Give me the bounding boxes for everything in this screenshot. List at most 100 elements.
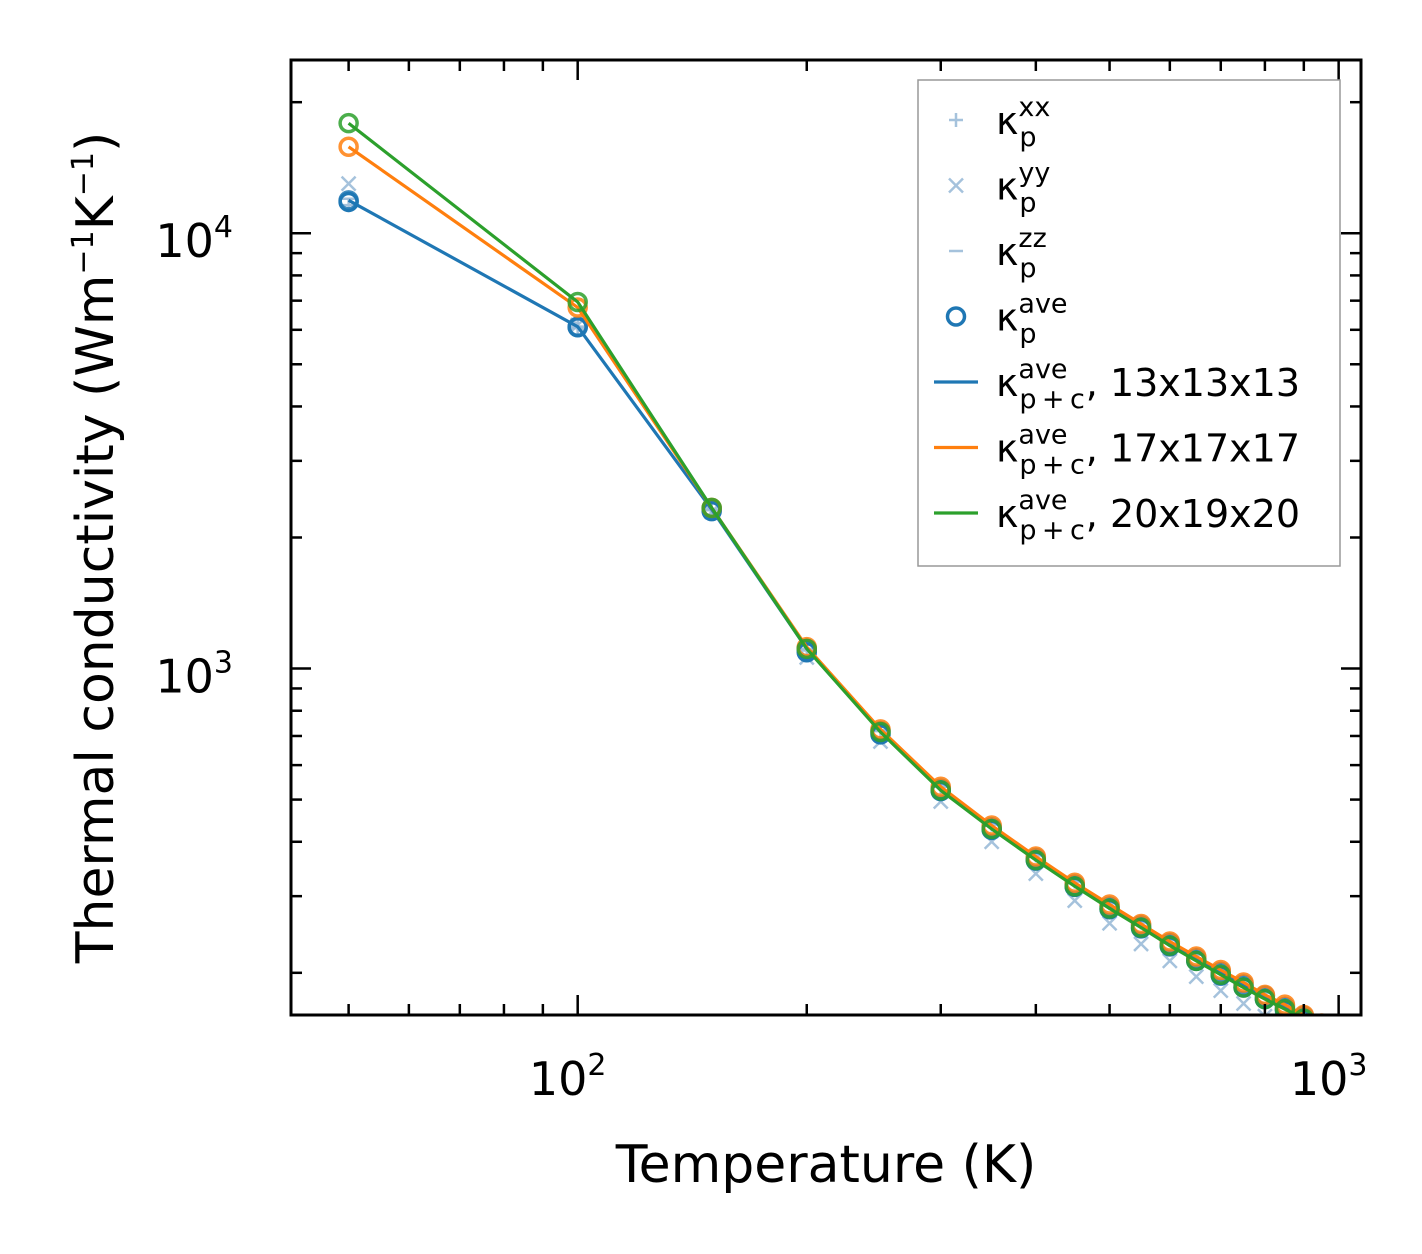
point-kpc_20-1000 xyxy=(1330,1026,1347,1043)
y-tick-label-base: 10 xyxy=(155,214,214,268)
y-tick-label-base: 10 xyxy=(155,650,214,704)
point-kp_yy-850 xyxy=(1278,1020,1292,1034)
legend-suffix: , 17x17x17 xyxy=(1086,427,1300,471)
series-line-kpc_20 xyxy=(347,121,1301,1015)
point-kpc_20-100 xyxy=(567,291,588,313)
point-kpc_20-700 xyxy=(1210,964,1232,985)
x-tick-label-base: 10 xyxy=(529,1052,588,1106)
point-kpc_13-100 xyxy=(567,316,588,337)
point-kp_yy-650 xyxy=(1188,968,1205,985)
point-kpc_20-750 xyxy=(1233,977,1254,998)
x-tick-label-1000: 103 xyxy=(1290,1048,1368,1106)
legend-sup: zz xyxy=(1018,223,1046,254)
x-tick-label-exp: 2 xyxy=(587,1048,606,1083)
y-axis-label: Thermal conductivity (Wm−1K−1) xyxy=(66,132,126,965)
legend-sup: xx xyxy=(1018,92,1050,123)
legend-box xyxy=(917,79,1341,567)
legend-sup: yy xyxy=(1018,158,1050,189)
point-kpc_20-950 xyxy=(1313,1019,1330,1036)
plot-layer xyxy=(338,112,1347,1053)
legend-sub: p xyxy=(1019,188,1036,219)
legend-kappa: κ xyxy=(996,99,1018,143)
point-kp_yy-900 xyxy=(1297,1031,1311,1045)
y-axis-label-sup1: −1 xyxy=(66,230,101,274)
legend-sup: ave xyxy=(1018,485,1067,516)
x-tick-label-exp: 3 xyxy=(1348,1048,1367,1083)
point-kp_yy-600 xyxy=(1161,953,1178,969)
y-axis-label-mid: K xyxy=(66,194,126,230)
legend-handle-kp_xx xyxy=(949,113,963,127)
point-kpc_13-950 xyxy=(1318,1014,1326,1015)
y-tick-label-10000: 104 xyxy=(155,210,233,268)
point-kpc_20-250 xyxy=(870,721,891,743)
point-kpc_20-150 xyxy=(701,497,722,519)
point-kpc_20-200 xyxy=(796,638,818,660)
point-kpc_13-1000 xyxy=(1330,1024,1347,1041)
point-kp_yy-500 xyxy=(1101,915,1118,932)
legend-label-kp_yy: κyy p xyxy=(996,158,1050,219)
legend-sup: ave xyxy=(1018,420,1067,451)
point-kpc_17-50 xyxy=(338,136,359,158)
point-kp_ave-950 xyxy=(1313,1020,1330,1037)
point-kpc_20-400 xyxy=(1025,849,1047,871)
y-tick-label-exp: 3 xyxy=(214,646,233,681)
legend-sup: ave xyxy=(1018,289,1067,320)
point-kpc_20-650 xyxy=(1186,950,1207,972)
legend-sub: p + c xyxy=(1019,384,1084,415)
point-kp_yy-750 xyxy=(1235,995,1252,1012)
legend-sub: p xyxy=(1019,253,1036,284)
point-kp_yy-800 xyxy=(1257,1008,1273,1015)
legend-kappa: κ xyxy=(996,230,1018,274)
legend-kappa: κ xyxy=(996,361,1018,405)
point-kp_xx-1000 xyxy=(1332,1023,1346,1037)
legend-suffix: , 20x19x20 xyxy=(1086,492,1300,536)
legend-label-kpc_13: κave p + c, 13x13x13 xyxy=(996,354,1300,415)
point-kpc_17-950 xyxy=(1315,1013,1328,1015)
point-kp_ave-1000 xyxy=(1330,1028,1347,1045)
legend-label-kp_ave: κave p xyxy=(996,289,1068,350)
plot-area xyxy=(338,112,1347,1053)
legend-label-kp_zz: κzz p xyxy=(996,223,1047,284)
point-kpc_20-500 xyxy=(1099,898,1120,919)
legend-kappa: κ xyxy=(996,492,1018,536)
point-kp_yy-950 xyxy=(1315,1039,1329,1053)
series-kpc_20 xyxy=(338,112,1347,1043)
legend-sup: ave xyxy=(1018,354,1067,385)
point-kpc_20-300 xyxy=(930,780,952,801)
y-axis-label-end: ) xyxy=(66,132,126,152)
y-tick-label-1000: 103 xyxy=(155,646,233,704)
point-kpc_20-550 xyxy=(1130,917,1152,938)
legend-sub: p + c xyxy=(1019,450,1084,481)
point-kp_xx-950 xyxy=(1315,1015,1329,1029)
point-kpc_20-450 xyxy=(1064,876,1086,897)
point-kpc_17-1000 xyxy=(1330,1023,1347,1040)
y-axis-label-sup2: −1 xyxy=(66,152,101,196)
point-kpc_20-350 xyxy=(981,818,1002,840)
legend-sub: p xyxy=(1019,319,1036,350)
legend-label-kpc_17: κave p + c, 17x17x17 xyxy=(996,420,1300,481)
legend-label-kp_xx: κxx p xyxy=(996,92,1050,153)
x-axis-label: Temperature (K) xyxy=(615,1135,1037,1195)
point-kpc_20-850 xyxy=(1274,998,1296,1015)
point-kpc_20-600 xyxy=(1159,935,1181,956)
legend-sub: p + c xyxy=(1019,515,1084,546)
legend-handle-kp_ave xyxy=(945,306,967,327)
point-kpc_13-50 xyxy=(338,190,359,211)
point-kp_yy-700 xyxy=(1212,982,1229,999)
point-kpc_20-50 xyxy=(338,112,359,134)
point-kp_yy-50 xyxy=(340,175,357,192)
legend-kappa: κ xyxy=(996,165,1018,209)
legend-label-kpc_20: κave p + c, 20x19x20 xyxy=(996,485,1300,546)
x-tick-label-100: 102 xyxy=(529,1048,607,1106)
legend-kappa: κ xyxy=(996,427,1018,471)
point-kp_yy-550 xyxy=(1133,936,1149,952)
y-axis-label-main: Thermal conductivity (Wm xyxy=(66,275,126,965)
legend-sub: p xyxy=(1019,122,1036,153)
y-tick-label-exp: 4 xyxy=(214,210,233,245)
legend-kappa: κ xyxy=(996,296,1018,340)
x-tick-label-base: 10 xyxy=(1290,1052,1349,1106)
legend-suffix: , 13x13x13 xyxy=(1086,361,1300,405)
